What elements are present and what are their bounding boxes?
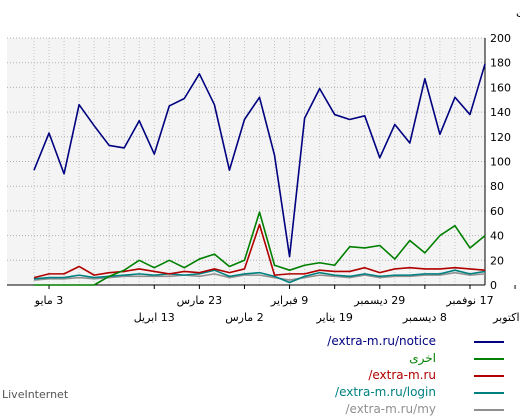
y-tick-label: 120	[490, 131, 511, 144]
y-tick-label: 20	[490, 254, 504, 267]
legend-label: /extra-m.ru/my	[345, 402, 436, 416]
y-tick-label: 40	[490, 230, 504, 243]
series-line	[33, 223, 486, 279]
x-tick-label: 23 مارس	[177, 294, 222, 307]
x-tick-label: 3 مايو	[34, 294, 63, 307]
x-tick-label: 17 نوفمبر	[445, 294, 493, 307]
y-tick-label: 200	[490, 32, 511, 45]
legend-label: اخرى	[409, 351, 436, 365]
y-tick-label: 60	[490, 205, 504, 218]
legend-label: /extra-m.ru/login	[335, 385, 436, 399]
brand-label: LiveInternet	[2, 388, 69, 401]
legend-label: /extra-m.ru	[368, 368, 436, 382]
legend-label: /extra-m.ru/notice	[327, 334, 436, 348]
legend-swatch	[474, 341, 504, 343]
legend-swatch	[474, 375, 504, 377]
y-tick-label: 140	[490, 106, 511, 119]
x-tick-label: 19 يناير	[315, 311, 352, 324]
series-line	[33, 63, 486, 258]
legend-swatch	[474, 392, 504, 394]
y-tick-label: 100	[490, 156, 511, 169]
y-tick-label: 180	[490, 57, 511, 70]
y-tick-label: 0	[490, 279, 497, 292]
y-tick-label: 160	[490, 81, 511, 94]
x-tick-label: 9 فبراير	[270, 294, 308, 307]
x-tick-label: 13 ابريل	[134, 311, 175, 324]
legend-swatch	[474, 409, 504, 411]
x-tick-label: 29 ديسمبر	[353, 294, 405, 307]
legend-item: /extra-m.ru/notice	[250, 334, 512, 351]
x-tick-label: 2 مارس	[225, 311, 263, 324]
y-unit-label: المرات	[516, 7, 520, 20]
legend-swatch	[474, 358, 504, 360]
line-chart: 0204060801001201401601802006 اكتوبر27 اك…	[7, 7, 520, 324]
x-tick-label: 8 ديسمبر	[402, 311, 447, 324]
x-tick-label: 27 اكتوبر	[492, 311, 520, 324]
series-line	[33, 271, 486, 281]
y-tick-label: 80	[490, 180, 504, 193]
plot-area	[7, 38, 485, 285]
legend-item: اخرى	[250, 351, 512, 368]
series-line	[34, 211, 486, 286]
legend-item: /extra-m.ru	[250, 368, 512, 385]
legend-item: /extra-m.ru/login	[250, 385, 512, 402]
legend: /extra-m.ru/notice اخرى/extra-m.ru/extra-…	[250, 334, 512, 419]
